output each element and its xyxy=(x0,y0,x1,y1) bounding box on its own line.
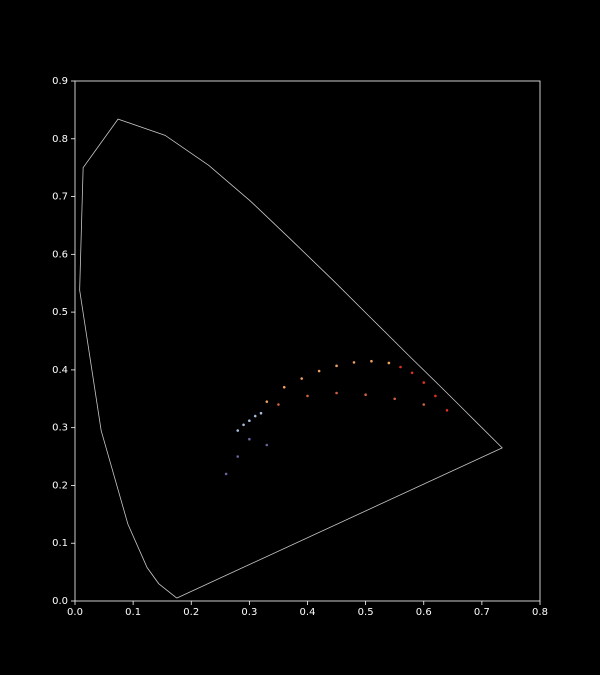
point xyxy=(300,377,303,380)
spectral-locus xyxy=(79,118,503,599)
point xyxy=(370,359,373,363)
point xyxy=(399,365,402,369)
plot-frame xyxy=(74,80,541,602)
point xyxy=(410,371,414,375)
x-tick-label: 0.0 xyxy=(67,607,83,618)
x-tick-label: 0.7 xyxy=(474,607,490,618)
point xyxy=(434,394,437,398)
y-tick-label: 0.8 xyxy=(52,134,68,145)
x-tick-label: 0.5 xyxy=(358,607,374,618)
point xyxy=(259,411,263,415)
point xyxy=(265,400,269,403)
point xyxy=(236,429,240,432)
point xyxy=(224,472,228,476)
y-tick-label: 0.6 xyxy=(52,249,68,260)
point xyxy=(422,381,426,384)
y-tick-label: 0.2 xyxy=(52,480,68,491)
y-tick-label: 0.1 xyxy=(52,538,68,549)
y-tick-label: 0.5 xyxy=(52,307,68,318)
x-tick-label: 0.4 xyxy=(300,607,316,618)
x-tick-label: 0.8 xyxy=(532,607,548,618)
x-tick-label: 0.2 xyxy=(183,607,199,618)
point xyxy=(248,437,251,441)
x-tick-label: 0.1 xyxy=(125,607,141,618)
point xyxy=(364,393,367,397)
point xyxy=(277,403,280,406)
point xyxy=(445,409,449,412)
x-tick-label: 0.6 xyxy=(416,607,432,618)
point xyxy=(387,361,391,365)
point xyxy=(317,369,321,373)
y-tick-label: 0.9 xyxy=(52,76,68,87)
point xyxy=(248,419,251,423)
y-tick-label: 0.0 xyxy=(52,596,68,607)
point xyxy=(265,443,269,447)
point xyxy=(352,361,356,364)
point xyxy=(236,455,240,458)
x-tick-label: 0.3 xyxy=(241,607,257,618)
point xyxy=(253,414,257,418)
point xyxy=(335,364,338,368)
point xyxy=(306,394,309,398)
y-tick-label: 0.7 xyxy=(52,192,68,203)
y-tick-label: 0.4 xyxy=(52,365,68,376)
point xyxy=(282,385,286,389)
point xyxy=(393,397,396,401)
point xyxy=(242,423,245,427)
point xyxy=(422,403,426,406)
y-tick-label: 0.3 xyxy=(52,423,68,434)
point xyxy=(335,391,338,395)
